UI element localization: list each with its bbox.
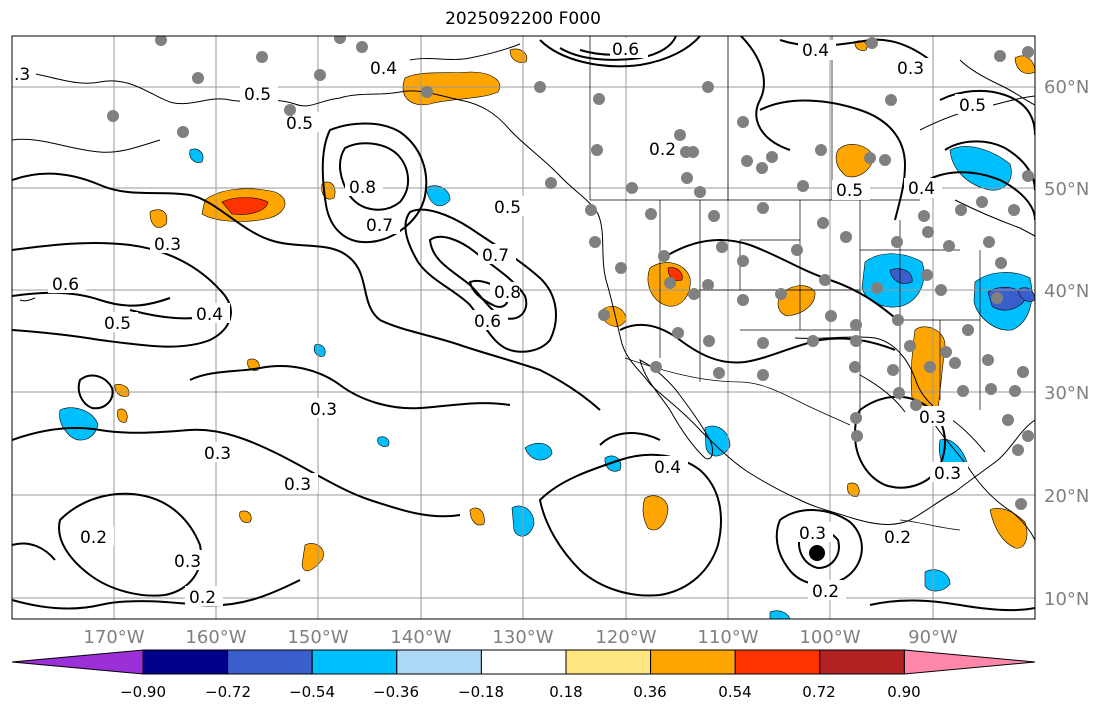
lon-label: 120°W: [595, 627, 656, 648]
latitude-labels: 60°N 50°N 40°N 30°N 20°N 10°N: [1044, 77, 1089, 610]
lat-label: 30°N: [1044, 383, 1089, 404]
contour-label: 0.3: [284, 475, 311, 495]
storm-center-marker: [809, 545, 825, 561]
contour-label: 0.4: [370, 59, 397, 79]
lat-label: 20°N: [1044, 486, 1089, 507]
map-title: 2025092200 F000: [445, 9, 601, 29]
svg-text:0.2: 0.2: [812, 582, 839, 602]
svg-text:0.3: 0.3: [919, 408, 946, 428]
contour-label: 0.6: [52, 275, 79, 295]
svg-text:0.3: 0.3: [897, 59, 924, 79]
contour-label: 0.8: [349, 178, 376, 198]
colorbar-tick-label: 0.36: [633, 683, 666, 701]
svg-text:0.5: 0.5: [836, 181, 863, 201]
contour-label: 0.7: [366, 216, 393, 236]
contour-label: 0.3: [154, 235, 181, 255]
svg-text:0.5: 0.5: [959, 96, 986, 116]
lon-label: 110°W: [697, 627, 758, 648]
lon-label: 150°W: [287, 627, 348, 648]
lon-label: 130°W: [492, 627, 553, 648]
svg-text:0.4: 0.4: [908, 179, 935, 199]
colorbar-segment: [480, 649, 567, 675]
colorbar-tick-label: 0.18: [549, 683, 582, 701]
svg-text:0.7: 0.7: [482, 246, 509, 266]
svg-text:0.3: 0.3: [799, 524, 826, 544]
colorbar-tick-label: 0.90: [887, 683, 920, 701]
colorbar-segment: [396, 649, 482, 675]
colorbar-segment: [227, 649, 313, 675]
svg-text:0.5: 0.5: [244, 85, 271, 105]
lon-label: 100°W: [799, 627, 860, 648]
colorbar: −0.90 −0.72 −0.54 −0.36 −0.18 0.18 0.36 …: [11, 649, 1036, 701]
colorbar-tick-label: −0.36: [373, 683, 419, 701]
colorbar-tick-label: −0.90: [120, 683, 166, 701]
contour-label: 0.2: [80, 528, 107, 548]
contour-labels: 0.6 0.5 0.4 0.3 0.2 0.8 0.7 0.4 0.5 0.3 …: [12, 38, 993, 608]
colorbar-segment: [734, 649, 821, 675]
contour-label: 0.5: [104, 314, 131, 334]
contour-label: 0.4: [196, 305, 223, 325]
colorbar-tick-label: −0.72: [205, 683, 251, 701]
graticule: [12, 36, 1035, 619]
svg-text:0.4: 0.4: [654, 458, 681, 478]
colorbar-tick-label: −0.18: [458, 683, 504, 701]
colorbar-tick-label: −0.54: [289, 683, 335, 701]
longitude-labels: 170°W 160°W 150°W 140°W 130°W 120°W 110°…: [83, 627, 958, 648]
colorbar-segment: [565, 649, 652, 675]
colorbar-extend-max: [903, 649, 1036, 675]
svg-text:0.3: 0.3: [204, 444, 231, 464]
lon-label: 170°W: [83, 627, 144, 648]
lon-label: 140°W: [390, 627, 451, 648]
colorbar-tick-label: 0.54: [718, 683, 751, 701]
contour-label: 0.2: [189, 588, 216, 608]
colorbar-segment: [142, 649, 229, 675]
svg-text:0.6: 0.6: [474, 312, 501, 332]
colorbar-segment: [650, 649, 736, 675]
svg-text:0.2: 0.2: [884, 528, 911, 548]
lon-label: 90°W: [908, 627, 958, 648]
lat-label: 40°N: [1044, 281, 1089, 302]
lat-label: 50°N: [1044, 179, 1089, 200]
lat-label: 10°N: [1044, 589, 1089, 610]
colorbar-segment: [311, 649, 398, 675]
colorbar-extend-min: [11, 649, 144, 675]
contour-label: 0.5: [286, 114, 313, 134]
svg-text:0.4: 0.4: [802, 41, 829, 61]
colorbar-tick-label: 0.72: [802, 683, 835, 701]
political-borders: [589, 36, 981, 531]
svg-text:0.8: 0.8: [494, 283, 521, 303]
map-frame: [11, 35, 1036, 620]
svg-text:0.6: 0.6: [612, 40, 639, 60]
svg-text:0.5: 0.5: [494, 198, 521, 218]
station-dots: [107, 36, 1034, 510]
lon-label: 160°W: [185, 627, 246, 648]
colorbar-segment: [819, 649, 905, 675]
svg-text:0.3: 0.3: [310, 400, 337, 420]
svg-text:0.3: 0.3: [174, 552, 201, 572]
lat-label: 60°N: [1044, 77, 1089, 98]
map-area: 0.6 0.5 0.4 0.3 0.2 0.8 0.7 0.4 0.5 0.3 …: [12, 36, 1035, 619]
svg-text:0.3: 0.3: [934, 464, 961, 484]
svg-text:0.2: 0.2: [649, 140, 676, 160]
svg-text:.3: .3: [14, 65, 30, 85]
